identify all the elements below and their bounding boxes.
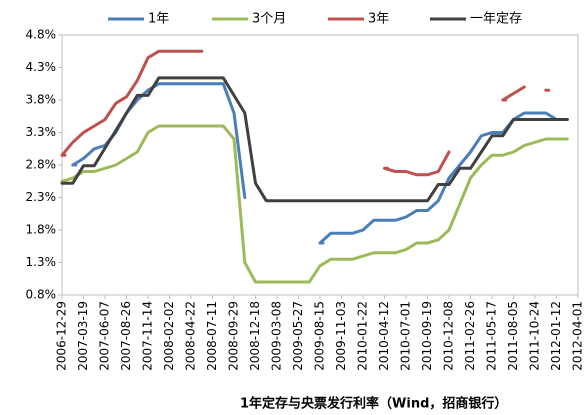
series-line bbox=[60, 49, 551, 177]
x-tick-label: 2010-07-01 bbox=[399, 301, 413, 371]
legend-label: 一年定存 bbox=[470, 12, 522, 27]
y-tick-label: 3.3% bbox=[26, 125, 57, 139]
series-line bbox=[60, 124, 569, 284]
x-tick-label: 2006-12-29 bbox=[55, 301, 69, 371]
x-tick-label: 2011-10-24 bbox=[528, 301, 542, 371]
y-tick-label: 2.3% bbox=[26, 190, 57, 204]
series-line bbox=[71, 82, 569, 245]
x-tick-label: 2011-02-26 bbox=[463, 301, 477, 371]
legend-label: 3个月 bbox=[252, 12, 286, 27]
x-tick-label: 2009-08-15 bbox=[313, 301, 327, 371]
x-tick-label: 2012-04-01 bbox=[571, 301, 585, 371]
legend-label: 1年 bbox=[148, 12, 169, 27]
x-tick-label: 2010-04-12 bbox=[377, 301, 391, 371]
x-tick-label: 2010-01-22 bbox=[356, 301, 370, 371]
x-tick-label: 2008-07-11 bbox=[205, 301, 219, 371]
chart-title: 1年定存与央票发行利率（Wind，招商银行） bbox=[240, 396, 507, 412]
x-tick-label: 2012-01-12 bbox=[549, 301, 563, 371]
y-tick-label: 4.3% bbox=[26, 60, 57, 74]
x-tick-label: 2009-05-27 bbox=[291, 301, 305, 371]
y-tick-label: 4.8% bbox=[26, 28, 57, 42]
x-tick-label: 2007-06-07 bbox=[98, 301, 112, 371]
y-tick-label: 3.8% bbox=[26, 93, 57, 107]
y-tick-label: 1.8% bbox=[26, 223, 57, 237]
x-tick-label: 2008-04-22 bbox=[184, 301, 198, 371]
x-tick-label: 2010-12-08 bbox=[442, 301, 456, 371]
x-tick-label: 2008-09-29 bbox=[227, 301, 241, 371]
x-tick-label: 2010-09-19 bbox=[420, 301, 434, 371]
y-tick-label: 2.8% bbox=[26, 158, 57, 172]
x-tick-label: 2007-11-14 bbox=[141, 301, 155, 371]
x-tick-label: 2011-08-05 bbox=[506, 301, 520, 371]
x-tick-label: 2007-08-26 bbox=[119, 301, 133, 371]
y-tick-label: 0.8% bbox=[26, 288, 57, 302]
x-tick-label: 2007-03-19 bbox=[76, 301, 90, 371]
x-tick-label: 2008-12-18 bbox=[248, 301, 262, 371]
legend-label: 3年 bbox=[368, 12, 389, 27]
y-tick-label: 1.3% bbox=[26, 255, 57, 269]
x-tick-label: 2008-02-02 bbox=[162, 301, 176, 371]
x-tick-label: 2009-11-03 bbox=[334, 301, 348, 371]
x-tick-label: 2009-03-08 bbox=[270, 301, 284, 371]
x-tick-label: 2011-05-17 bbox=[485, 301, 499, 371]
series-line bbox=[60, 76, 569, 203]
